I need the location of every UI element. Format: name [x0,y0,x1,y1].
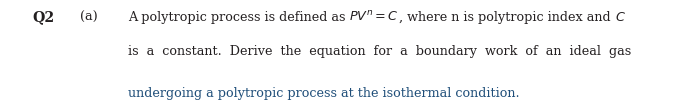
Text: Q2: Q2 [32,10,54,24]
Text: undergoing a polytropic process at the isothermal condition.: undergoing a polytropic process at the i… [128,86,519,99]
Text: (a): (a) [80,11,98,24]
Text: $PV^{n}=C$: $PV^{n}=C$ [350,10,399,24]
Text: is  a  constant.  Derive  the  equation  for  a  boundary  work  of  an  ideal  : is a constant. Derive the equation for a… [128,45,631,57]
Text: A polytropic process is defined as: A polytropic process is defined as [128,11,350,24]
Text: , where n is polytropic index and: , where n is polytropic index and [399,11,615,24]
Text: $C$: $C$ [615,11,626,24]
